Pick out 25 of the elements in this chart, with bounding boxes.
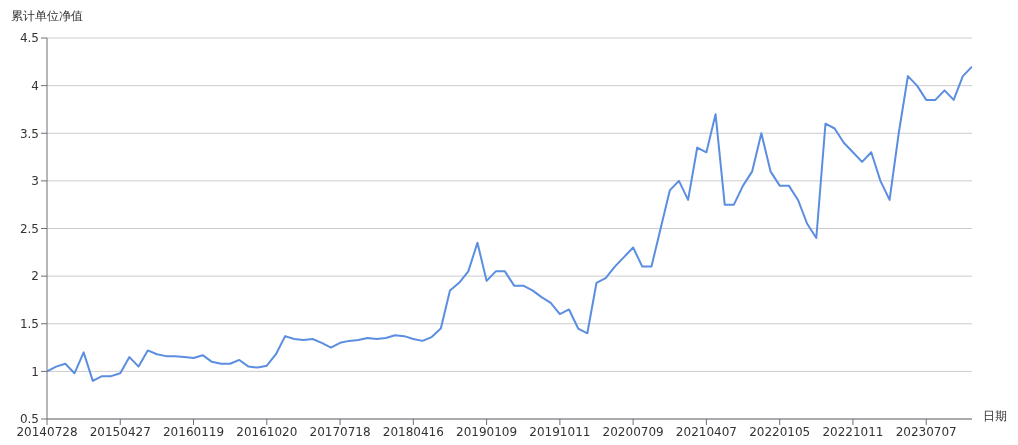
y-axis-title: 累计单位净值 bbox=[11, 8, 83, 25]
x-tick-label: 20200709 bbox=[602, 424, 664, 439]
y-tick-label: 1 bbox=[31, 364, 39, 379]
x-tick-label: 20180416 bbox=[382, 424, 444, 439]
y-tick-label: 2.5 bbox=[19, 221, 39, 236]
x-tick-label: 20161020 bbox=[236, 424, 298, 439]
x-tick-label: 20170718 bbox=[309, 424, 371, 439]
y-tick-label: 4 bbox=[31, 78, 39, 93]
x-tick-label: 20221011 bbox=[822, 424, 884, 439]
x-axis-title: 日期 bbox=[983, 408, 1007, 425]
line-series bbox=[47, 65, 972, 382]
y-tick-label: 0.5 bbox=[19, 412, 39, 427]
y-tick-label: 4.5 bbox=[19, 31, 39, 46]
x-tick-label: 20150427 bbox=[89, 424, 151, 439]
x-tick-label: 20190109 bbox=[456, 424, 518, 439]
x-tick-label: 20140728 bbox=[16, 424, 78, 439]
x-tick-label: 20220105 bbox=[749, 424, 811, 439]
x-tick-label: 20160119 bbox=[163, 424, 225, 439]
y-tick-label: 1.5 bbox=[19, 317, 39, 332]
x-tick-label: 20230707 bbox=[895, 424, 957, 439]
y-tick-label: 2 bbox=[31, 269, 39, 284]
x-tick-label: 20210407 bbox=[675, 424, 737, 439]
y-tick-label: 3.5 bbox=[19, 126, 39, 141]
x-tick-label: 20191011 bbox=[529, 424, 591, 439]
y-tick-label: 3 bbox=[31, 174, 39, 189]
